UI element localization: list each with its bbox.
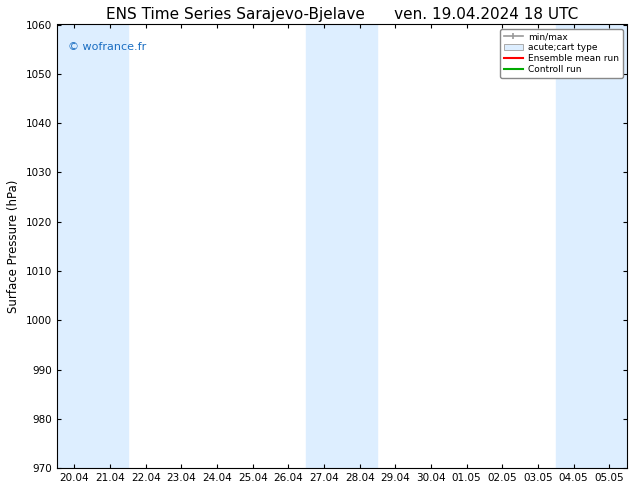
Bar	[556, 24, 627, 468]
Bar	[306, 24, 377, 468]
Title: ENS Time Series Sarajevo-Bjelave      ven. 19.04.2024 18 UTC: ENS Time Series Sarajevo-Bjelave ven. 19…	[106, 7, 578, 22]
Text: © wofrance.fr: © wofrance.fr	[68, 42, 146, 52]
Y-axis label: Surface Pressure (hPa): Surface Pressure (hPa)	[7, 180, 20, 313]
Bar	[56, 24, 128, 468]
Legend: min/max, acute;cart type, Ensemble mean run, Controll run: min/max, acute;cart type, Ensemble mean …	[500, 29, 623, 77]
